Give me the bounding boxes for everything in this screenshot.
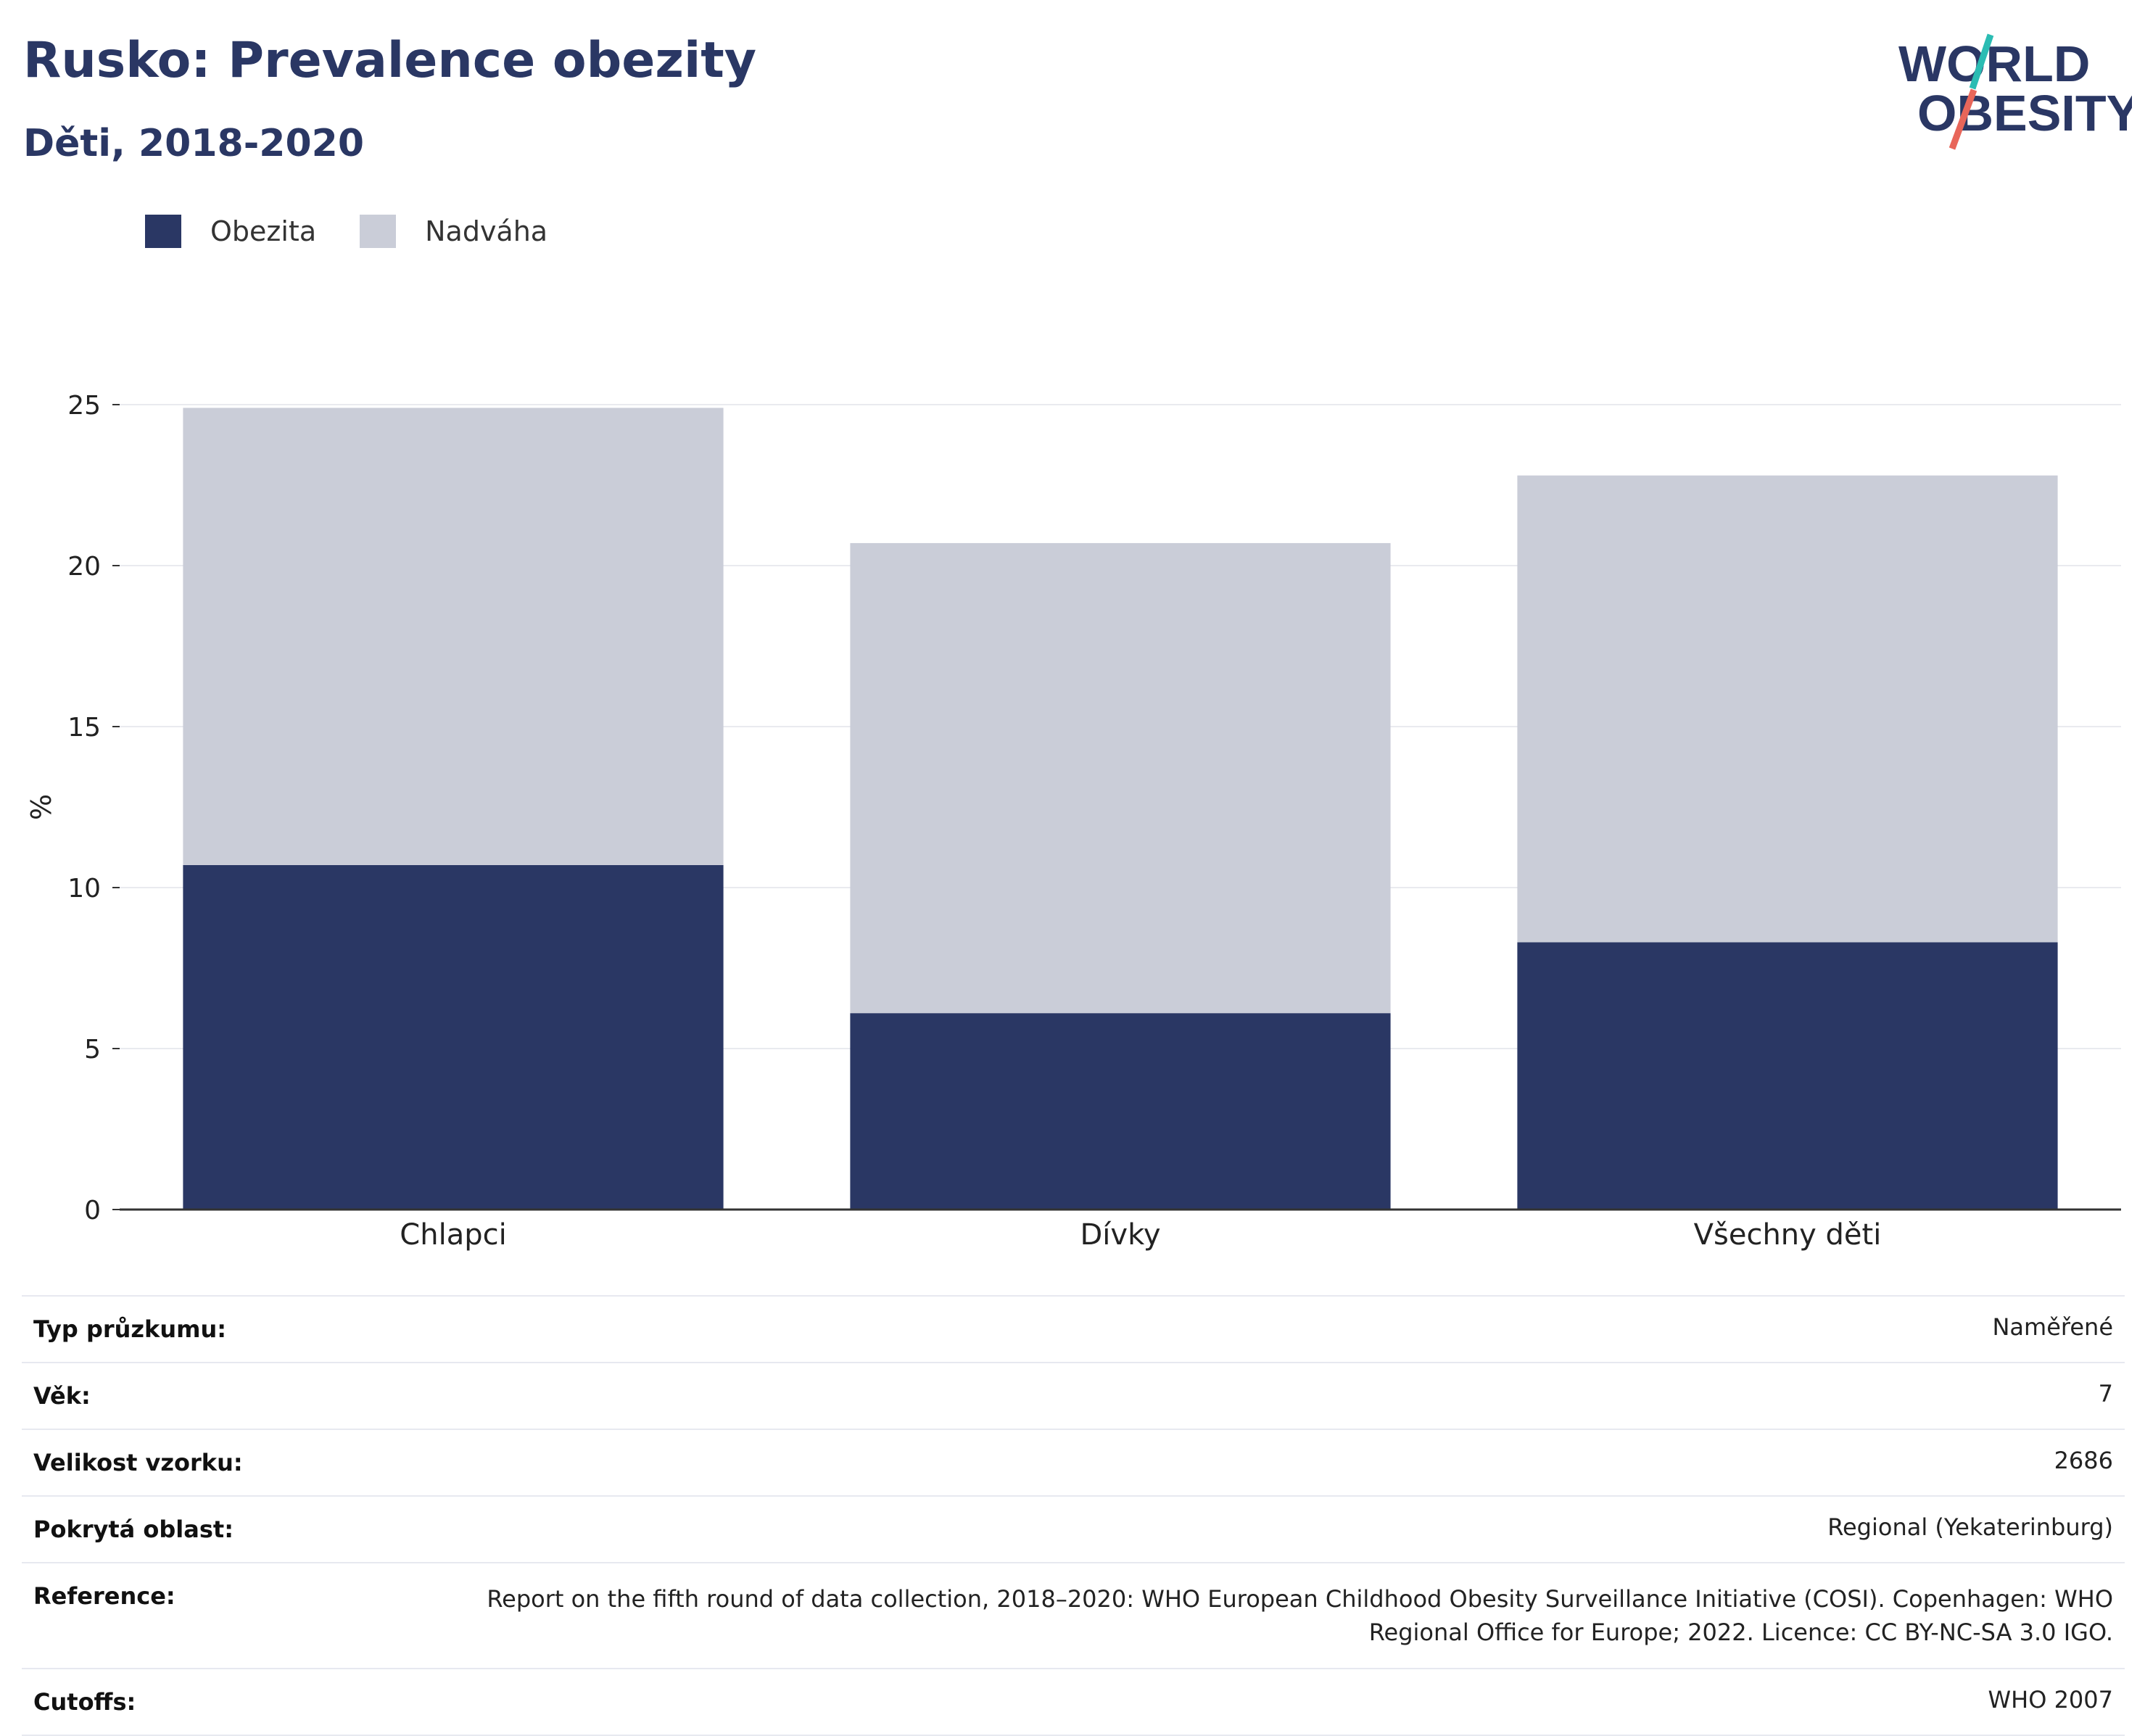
- info-row-cutoffs: Cutoffs: WHO 2007: [22, 1668, 2125, 1736]
- y-tick-label: 15: [67, 713, 101, 743]
- info-label: Cutoffs:: [33, 1688, 136, 1716]
- y-axis-label: %: [25, 794, 57, 820]
- x-tick-label: Dívky: [1080, 1218, 1161, 1252]
- y-tick-label: 25: [67, 391, 101, 421]
- logo-text-world: WORLD: [1898, 36, 2090, 92]
- info-label: Pokrytá oblast:: [33, 1516, 233, 1543]
- x-tick-label: Všechny děti: [1694, 1218, 1882, 1252]
- info-label: Typ průzkumu:: [33, 1315, 227, 1343]
- legend-item-overweight[interactable]: Nadváha: [360, 215, 547, 248]
- y-tick-label: 5: [84, 1035, 101, 1065]
- info-row-reference: Reference: Report on the fifth round of …: [22, 1562, 2125, 1668]
- info-row-coverage: Pokrytá oblast: Regional (Yekaterinburg): [22, 1495, 2125, 1562]
- bar-overweight-2: [850, 542, 1391, 1014]
- bar-overweight-3: [1517, 475, 2058, 943]
- y-tick-label: 10: [67, 874, 101, 904]
- bar-chart: 0 5 10 15 20 25% Chlapci Dívky Všechny děti: [25, 391, 2121, 1252]
- bar-obesity-3: [1517, 942, 2058, 1210]
- chart-subtitle: Děti, 2018-2020: [23, 122, 365, 165]
- info-row-age: Věk: 7: [22, 1362, 2125, 1429]
- info-label: Věk:: [33, 1382, 91, 1410]
- bar-overweight-1: [183, 408, 724, 865]
- info-row-survey-type: Typ průzkumu: Naměřené: [22, 1295, 2125, 1362]
- legend-swatch-overweight: [360, 215, 397, 248]
- info-value: Naměřené: [1992, 1313, 2113, 1341]
- y-tick-label: 0: [84, 1196, 101, 1225]
- y-tick-label: 20: [67, 552, 101, 582]
- logo-text-obesity: OBESITY: [1917, 85, 2132, 141]
- world-obesity-logo: WORLD OBESITY: [1898, 33, 2132, 150]
- info-table: Typ průzkumu: Naměřené Věk: 7 Velikost v…: [22, 1295, 2125, 1736]
- logo-slash-red: [1948, 88, 1977, 150]
- info-label: Velikost vzorku:: [33, 1449, 243, 1476]
- info-label: Reference:: [33, 1582, 175, 1610]
- bar-obesity-2: [850, 1013, 1391, 1210]
- legend: Obezita Nadváha: [145, 215, 591, 248]
- info-row-sample-size: Velikost vzorku: 2686: [22, 1429, 2125, 1495]
- info-value: 7: [2098, 1380, 2113, 1408]
- x-tick-label: Chlapci: [400, 1218, 506, 1252]
- legend-item-obesity[interactable]: Obezita: [145, 215, 316, 248]
- legend-label-overweight: Nadváha: [425, 215, 548, 247]
- info-value: Report on the fifth round of data collec…: [487, 1585, 2113, 1646]
- bar-obesity-1: [183, 864, 724, 1210]
- legend-label-obesity: Obezita: [210, 215, 317, 247]
- chart-title: Rusko: Prevalence obezity: [23, 32, 757, 89]
- info-value: Regional (Yekaterinburg): [1827, 1513, 2113, 1541]
- info-value: WHO 2007: [1988, 1686, 2114, 1714]
- info-value: 2686: [2054, 1447, 2113, 1474]
- legend-swatch-obesity: [145, 215, 181, 248]
- logo-slash-teal: [1969, 33, 1994, 90]
